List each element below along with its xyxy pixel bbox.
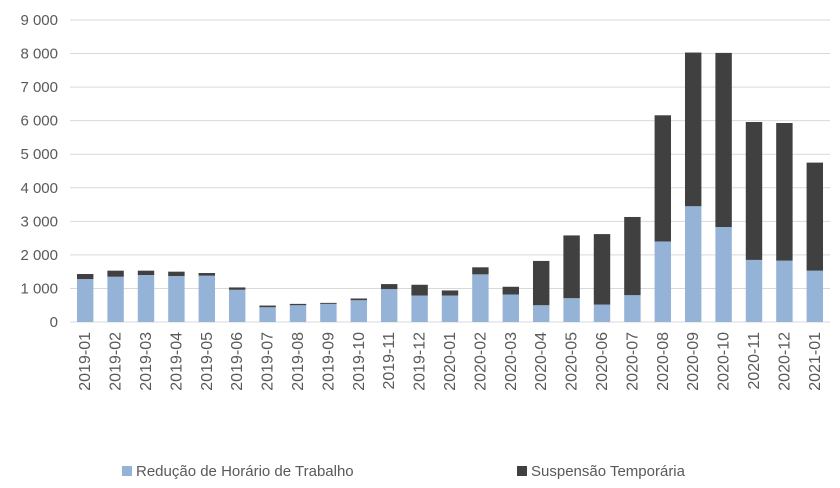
legend-label: Suspensão Temporária [531, 463, 686, 480]
x-tick-label: 2019-04 [168, 332, 185, 391]
x-tick-label: 2019-11 [381, 332, 398, 390]
bar-segment [472, 274, 489, 322]
bar-segment [76, 274, 94, 280]
bar-segment [563, 298, 580, 322]
bar-segment [593, 234, 611, 305]
y-tick-label: 7 000 [20, 79, 58, 96]
bar-segment [715, 227, 732, 322]
bar-segment [776, 123, 793, 261]
bar-segment [168, 271, 185, 277]
bar-segment [259, 307, 276, 322]
bar-segment [107, 270, 124, 277]
bar-segment [259, 305, 276, 308]
bar-segment [684, 52, 702, 207]
x-tick-label: 2020-10 [716, 332, 733, 391]
bar-segment [745, 122, 763, 260]
legend-swatch [122, 466, 132, 476]
bar-segment [380, 289, 398, 322]
bar-segment [563, 235, 580, 299]
x-tick-label: 2019-05 [199, 332, 216, 391]
bar-segment [624, 295, 641, 322]
bar-segment [198, 275, 216, 322]
y-tick-label: 1 000 [20, 280, 58, 297]
bar-segment [624, 216, 641, 296]
bar-segment [532, 305, 550, 322]
bar-segment [441, 290, 459, 296]
bar-segment [380, 284, 398, 290]
bar-segment [350, 300, 368, 322]
bar-segment [593, 304, 611, 322]
bar-segment [502, 286, 520, 295]
x-tick-label: 2019-02 [108, 332, 125, 391]
y-tick-label: 6 000 [20, 113, 58, 130]
y-tick-label: 5 000 [20, 146, 58, 163]
x-tick-label: 2019-01 [77, 332, 94, 391]
x-tick-label: 2020-09 [685, 332, 702, 391]
x-tick-label: 2020-07 [624, 332, 641, 391]
bar-segment [441, 295, 459, 322]
x-tick-label: 2020-08 [655, 332, 672, 391]
bar-segment [107, 276, 124, 322]
x-tick-label: 2020-03 [503, 332, 520, 391]
bar-segment [228, 289, 246, 322]
x-tick-label: 2019-07 [260, 332, 277, 391]
bar-segment [806, 270, 824, 322]
bar-segment [228, 287, 246, 290]
y-tick-label: 8 000 [20, 46, 58, 63]
bar-segment [654, 241, 672, 322]
x-tick-label: 2019-10 [351, 332, 368, 391]
bar-segment [745, 259, 763, 322]
bar-segment [776, 260, 793, 322]
x-tick-label: 2020-04 [533, 332, 550, 391]
x-tick-label: 2020-02 [472, 332, 489, 391]
x-tick-label: 2019-09 [320, 332, 337, 391]
bar-segment [411, 295, 428, 322]
bar-segment [137, 270, 155, 276]
legend-label: Redução de Horário de Trabalho [136, 463, 354, 480]
x-tick-label: 2019-03 [138, 332, 155, 391]
x-tick-label: 2020-12 [776, 332, 793, 391]
x-tick-label: 2020-05 [564, 332, 581, 391]
bar-segment [198, 273, 216, 276]
bar-segment [350, 298, 368, 301]
x-tick-label: 2020-11 [746, 332, 763, 390]
bar-segment [76, 279, 94, 322]
bar-segment [654, 115, 672, 242]
bar-segment [532, 260, 550, 306]
x-tick-label: 2021-01 [807, 332, 824, 391]
x-tick-label: 2019-06 [229, 332, 246, 391]
y-tick-label: 4 000 [20, 180, 58, 197]
bar-segment [472, 267, 489, 275]
x-tick-label: 2019-08 [290, 332, 307, 391]
bar-segment [137, 275, 155, 322]
x-tick-label: 2019-12 [412, 332, 429, 391]
x-tick-label: 2020-06 [594, 332, 611, 391]
bar-segment [320, 302, 337, 304]
legend-swatch [517, 466, 527, 476]
bar-segment [715, 52, 732, 228]
y-tick-label: 2 000 [20, 247, 58, 264]
bar-segment [411, 284, 428, 296]
bar-segment [806, 162, 824, 271]
bar-segment [289, 305, 307, 322]
x-tick-label: 2020-01 [442, 332, 459, 391]
bar-segment [289, 303, 307, 306]
bar-segment [320, 303, 337, 322]
bar-segment [684, 206, 702, 322]
bar-segment [168, 276, 185, 322]
y-tick-label: 0 [50, 314, 58, 331]
y-tick-label: 9 000 [20, 12, 58, 29]
bar-segment [502, 294, 520, 322]
y-tick-label: 3 000 [20, 213, 58, 230]
